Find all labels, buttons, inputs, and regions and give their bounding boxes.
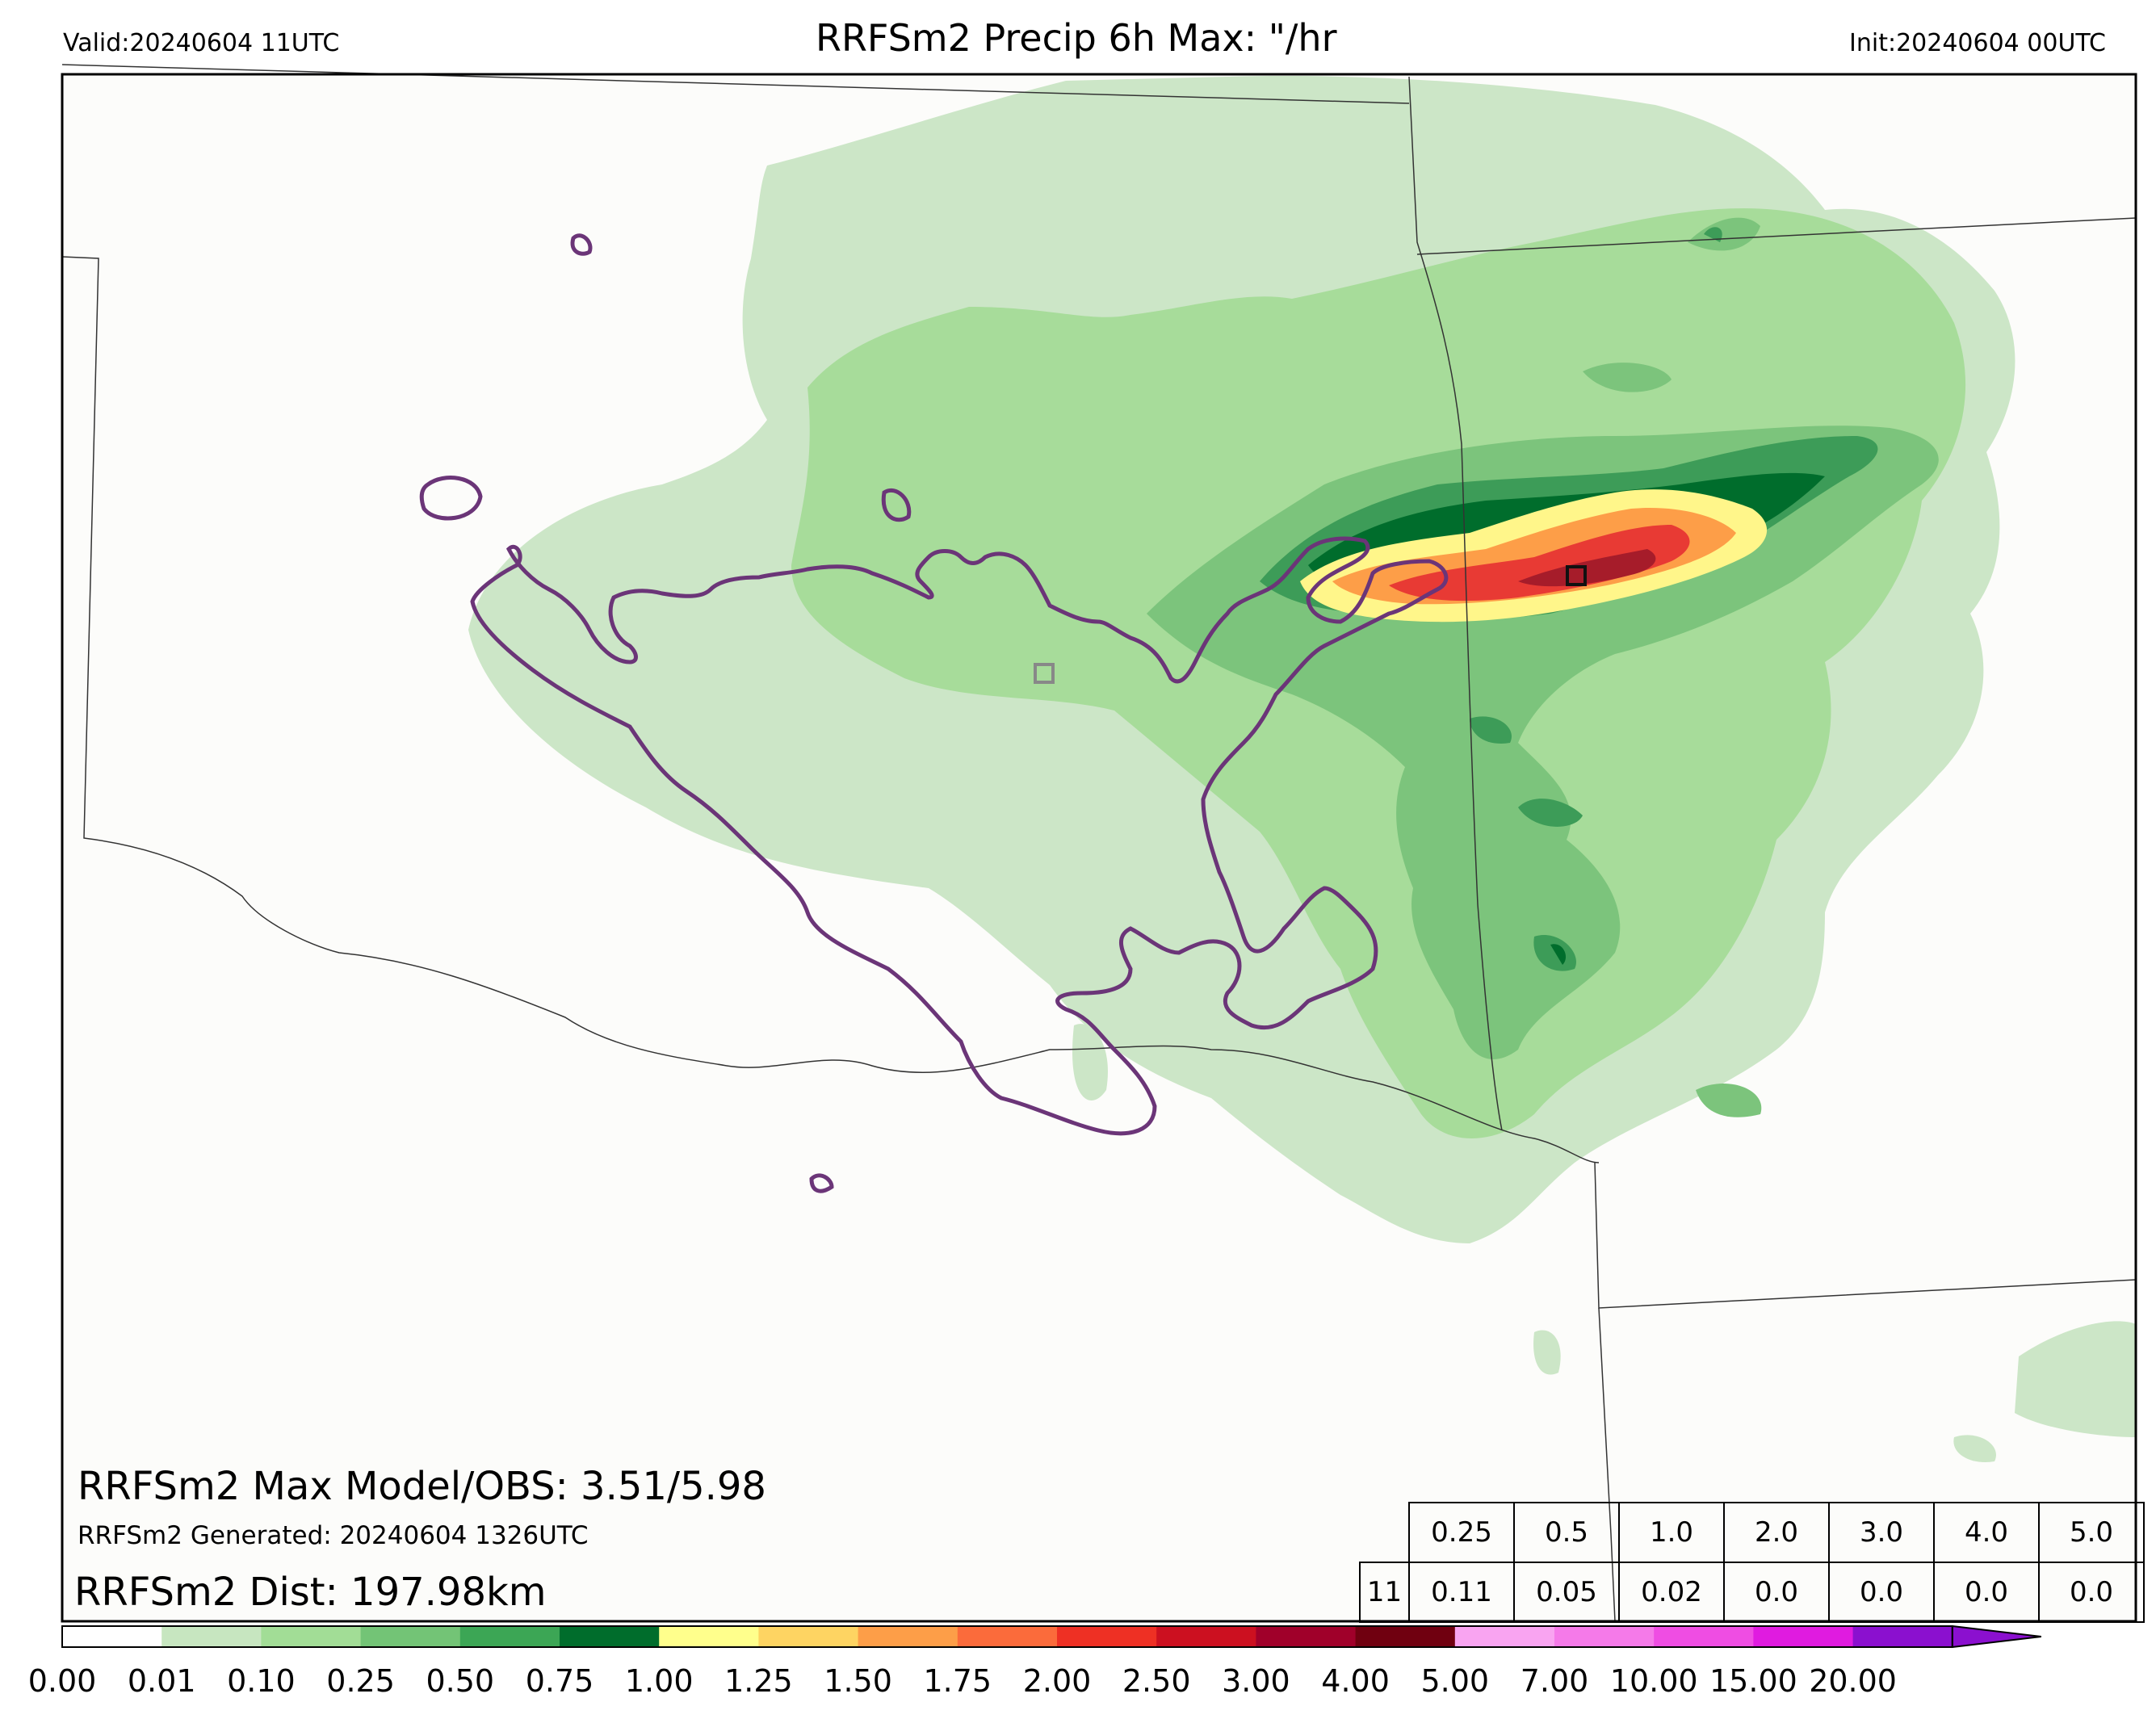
colorbar-segment bbox=[459, 1626, 560, 1647]
table-header-row: 0.25 0.5 1.0 2.0 3.0 4.0 5.0 bbox=[1360, 1502, 2145, 1563]
table-row: 11 0.11 0.05 0.02 0.0 0.0 0.0 0.0 bbox=[1359, 1562, 2145, 1623]
colorbar-segment bbox=[62, 1626, 162, 1647]
colorbar-extend-arrow bbox=[1951, 1624, 2041, 1649]
table-header-cell: 0.25 bbox=[1408, 1502, 1515, 1563]
colorbar-segment bbox=[957, 1626, 1058, 1647]
colorbar-segment bbox=[1753, 1626, 1854, 1647]
table-cell: 0.02 bbox=[1618, 1562, 1725, 1623]
colorbar-segment bbox=[161, 1626, 262, 1647]
colorbar-tick-label: 1.75 bbox=[923, 1663, 992, 1699]
table-cell: 0.0 bbox=[2038, 1562, 2145, 1623]
table-header-cell: 0.5 bbox=[1513, 1502, 1620, 1563]
colorbar-segment bbox=[1256, 1626, 1357, 1647]
colorbar-tick-label: 1.00 bbox=[624, 1663, 694, 1699]
colorbar-tick-label: 0.01 bbox=[127, 1663, 196, 1699]
colorbar-tick-label: 7.00 bbox=[1520, 1663, 1589, 1699]
colorbar-segment bbox=[1057, 1626, 1157, 1647]
colorbar-tick-label: 10.00 bbox=[1609, 1663, 1698, 1699]
table-header-cell: 3.0 bbox=[1828, 1502, 1935, 1563]
colorbar-segment bbox=[1654, 1626, 1754, 1647]
precip-red bbox=[1389, 525, 1690, 602]
table-cell: 0.0 bbox=[1933, 1562, 2040, 1623]
init-time-label: Init:20240604 00UTC bbox=[1849, 29, 2106, 57]
colorbar-segment bbox=[858, 1626, 958, 1647]
threshold-stats-table: 0.25 0.5 1.0 2.0 3.0 4.0 5.0 11 0.11 0.0… bbox=[1359, 1502, 2145, 1623]
table-header-cell: 2.0 bbox=[1723, 1502, 1830, 1563]
colorbar-tick-label: 4.00 bbox=[1321, 1663, 1390, 1699]
max-model-obs-label: RRFSm2 Max Model/OBS: 3.51/5.98 bbox=[78, 1464, 766, 1509]
colorbar-tick-label: 1.25 bbox=[724, 1663, 793, 1699]
colorbar-tick-label: 5.00 bbox=[1420, 1663, 1490, 1699]
table-header-cell: 5.0 bbox=[2038, 1502, 2145, 1563]
obs-contours bbox=[419, 233, 1449, 1193]
valid-time-label: Valid:20240604 11UTC bbox=[63, 29, 340, 57]
colorbar-tick-label: 0.50 bbox=[426, 1663, 495, 1699]
colorbar-segment bbox=[261, 1626, 362, 1647]
colorbar-segment bbox=[360, 1626, 461, 1647]
colorbar-tick-label: 3.00 bbox=[1222, 1663, 1290, 1699]
table-row-label: 11 bbox=[1359, 1562, 1410, 1623]
map-frame bbox=[61, 73, 2137, 1623]
table-cell: 0.05 bbox=[1513, 1562, 1620, 1623]
colorbar-segment bbox=[1156, 1626, 1256, 1647]
table-header-cell: 1.0 bbox=[1618, 1502, 1725, 1563]
obs-marker bbox=[1034, 663, 1055, 684]
colorbar-segment bbox=[758, 1626, 859, 1647]
colorbar-tick-label: 15.00 bbox=[1709, 1663, 1797, 1699]
table-cell: 0.0 bbox=[1723, 1562, 1830, 1623]
generated-label: RRFSm2 Generated: 20240604 1326UTC bbox=[78, 1521, 589, 1550]
colorbar-tick-label: 2.00 bbox=[1022, 1663, 1092, 1699]
distance-label: RRFSm2 Dist: 197.98km bbox=[74, 1570, 547, 1615]
colorbar bbox=[61, 1624, 2041, 1649]
colorbar-segment bbox=[560, 1626, 660, 1647]
chart-title: RRFSm2 Precip 6h Max: "/hr bbox=[816, 16, 1337, 60]
colorbar-tick-label: 0.10 bbox=[227, 1663, 296, 1699]
colorbar-tick-label: 0.75 bbox=[525, 1663, 594, 1699]
model-max-marker bbox=[1566, 565, 1587, 586]
table-cell: 0.11 bbox=[1408, 1562, 1515, 1623]
precip-darkred bbox=[1518, 549, 1656, 587]
colorbar-segment bbox=[1454, 1626, 1555, 1647]
table-header-cell: 4.0 bbox=[1933, 1502, 2040, 1563]
colorbar-segment bbox=[1852, 1626, 1953, 1647]
colorbar-tick-label: 0.25 bbox=[326, 1663, 395, 1699]
table-cell: 0.0 bbox=[1828, 1562, 1935, 1623]
colorbar-tick-label: 2.50 bbox=[1122, 1663, 1191, 1699]
colorbar-segment bbox=[1355, 1626, 1456, 1647]
colorbar-segment bbox=[1554, 1626, 1655, 1647]
colorbar-tick-label: 20.00 bbox=[1809, 1663, 1897, 1699]
colorbar-outline bbox=[61, 1625, 1953, 1648]
colorbar-tick-label: 0.00 bbox=[27, 1663, 97, 1699]
colorbar-tick-label: 1.50 bbox=[824, 1663, 892, 1699]
colorbar-segment bbox=[659, 1626, 759, 1647]
